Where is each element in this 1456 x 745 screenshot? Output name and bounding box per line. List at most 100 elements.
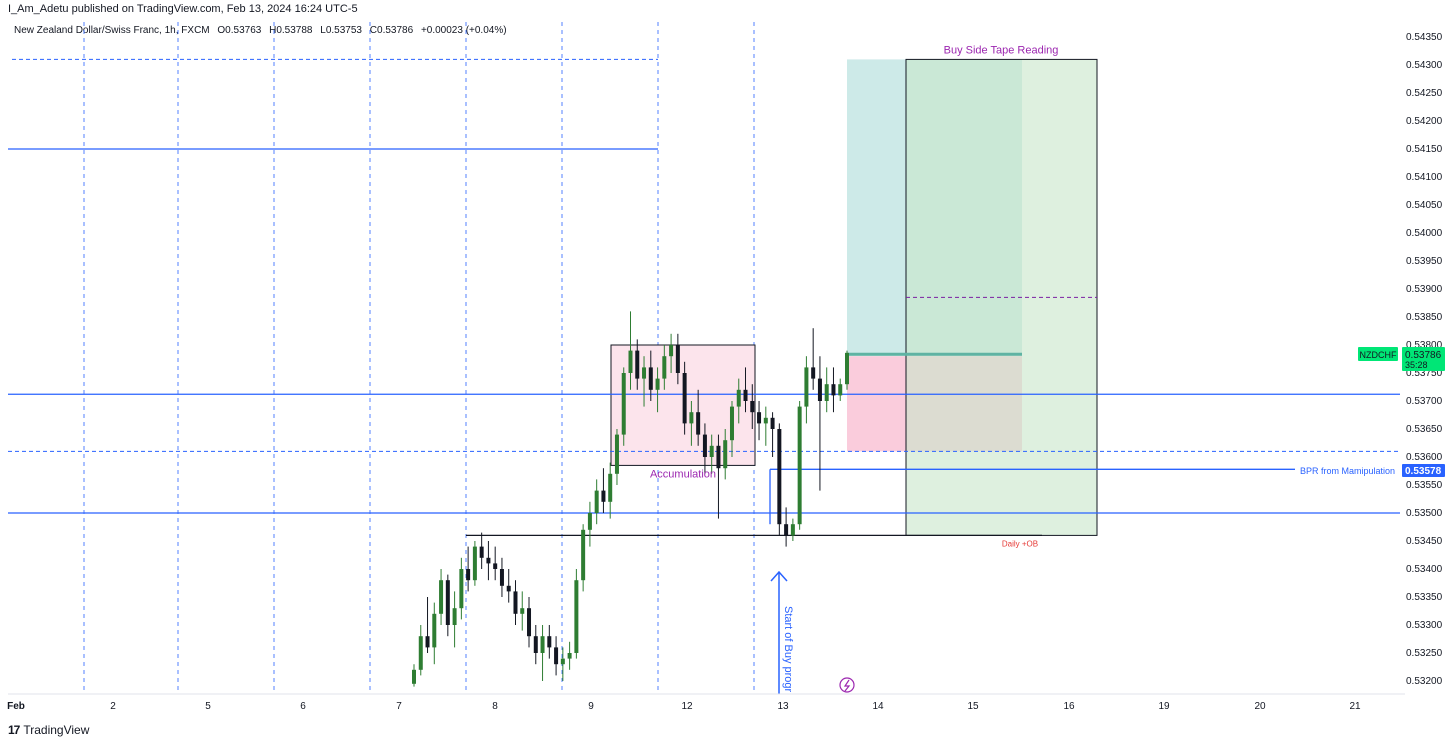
candle-body bbox=[723, 440, 728, 469]
candle-body bbox=[763, 417, 768, 424]
candle-body bbox=[757, 412, 762, 424]
price-tick-label: 0.54100 bbox=[1406, 172, 1443, 183]
symbol-info: New Zealand Dollar/Swiss Franc, 1h, FXCM… bbox=[14, 25, 512, 36]
price-tick-label: 0.53650 bbox=[1406, 424, 1443, 435]
candle-body bbox=[439, 580, 444, 614]
candle-body bbox=[432, 613, 437, 648]
price-tick-label: 0.54150 bbox=[1406, 144, 1443, 155]
box-title-label: Buy Side Tape Reading bbox=[944, 44, 1059, 56]
ohlc-change: +0.00023 (+0.04%) bbox=[420, 25, 507, 36]
price-tick-label: 0.53850 bbox=[1406, 312, 1443, 323]
candle-body bbox=[574, 580, 579, 653]
time-tick-label: 8 bbox=[492, 701, 498, 712]
price-tick-label: 0.54350 bbox=[1406, 32, 1443, 43]
candle-body bbox=[662, 356, 667, 379]
candle-body bbox=[614, 434, 619, 474]
candle-body bbox=[594, 490, 599, 513]
time-tick-label: 12 bbox=[681, 701, 693, 712]
candle-body bbox=[790, 524, 795, 536]
last-price-countdown: 35:28 bbox=[1405, 360, 1428, 370]
price-tick-label: 0.53500 bbox=[1406, 508, 1443, 519]
candle-body bbox=[696, 412, 701, 435]
price-tick-label: 0.53900 bbox=[1406, 284, 1443, 295]
candle-body bbox=[601, 490, 606, 502]
daily-ob-label: Daily +OB bbox=[1002, 539, 1038, 548]
time-tick-label: 21 bbox=[1349, 701, 1361, 712]
candle-body bbox=[493, 563, 498, 569]
candle-body bbox=[499, 569, 504, 586]
price-tick-label: 0.53300 bbox=[1406, 620, 1443, 631]
buy-program-arrow-icon bbox=[770, 570, 788, 694]
time-tick-label: 9 bbox=[588, 701, 594, 712]
candle-body bbox=[608, 473, 613, 502]
candle-body bbox=[466, 569, 471, 581]
price-tick-label: 0.53750 bbox=[1406, 368, 1443, 379]
price-tick-label: 0.53600 bbox=[1406, 452, 1443, 463]
ohlc-close: C0.53786 bbox=[369, 25, 414, 36]
time-tick-label: 14 bbox=[872, 701, 884, 712]
time-tick-label: Feb bbox=[7, 701, 25, 712]
candle-body bbox=[817, 378, 822, 401]
price-tick-label: 0.53250 bbox=[1406, 648, 1443, 659]
candle-body bbox=[642, 367, 647, 379]
candle-body bbox=[452, 608, 457, 625]
lightning-icon[interactable] bbox=[839, 677, 855, 693]
price-tick-label: 0.53450 bbox=[1406, 536, 1443, 547]
time-axis[interactable]: Feb 2 5 6 7 8 9 12 13 14 15 16 19 20 21 bbox=[7, 701, 1361, 712]
time-tick-label: 19 bbox=[1158, 701, 1170, 712]
last-price-badge bbox=[1402, 347, 1445, 371]
ohlc-high: H0.53788 bbox=[269, 25, 313, 36]
candle-body bbox=[831, 384, 836, 396]
candle-body bbox=[804, 367, 809, 407]
price-tick-label: 0.54050 bbox=[1406, 200, 1443, 211]
candle-body bbox=[655, 378, 660, 390]
candle-body bbox=[581, 529, 586, 581]
buy-program-label: Start of Buy progr bbox=[782, 606, 794, 693]
candle-body bbox=[527, 608, 532, 637]
last-price-symbol-badge bbox=[1358, 347, 1398, 361]
candle-body bbox=[554, 647, 559, 665]
last-price-symbol: NZDCHF bbox=[1360, 350, 1397, 360]
candle-body bbox=[587, 513, 592, 530]
last-price-value: 0.53786 bbox=[1405, 350, 1442, 361]
price-axis[interactable]: 0.54350 0.54300 0.54250 0.54200 0.54150 0.541… bbox=[1406, 32, 1443, 687]
candle-body bbox=[797, 406, 802, 525]
ohlc-open: O0.53763 bbox=[217, 25, 262, 36]
bpr-price-value: 0.53578 bbox=[1405, 466, 1442, 477]
price-tick-label: 0.54200 bbox=[1406, 116, 1443, 127]
candle-body bbox=[824, 384, 829, 401]
candle-body bbox=[445, 580, 450, 625]
price-tick-label: 0.54250 bbox=[1406, 88, 1443, 99]
price-tick-label: 0.54000 bbox=[1406, 228, 1443, 239]
price-tick-label: 0.53800 bbox=[1406, 340, 1443, 351]
brand-name: TradingView bbox=[23, 723, 90, 737]
time-tick-label: 15 bbox=[967, 701, 979, 712]
candlestick-series bbox=[412, 311, 849, 687]
accumulation-label: Accumulation bbox=[650, 468, 716, 480]
candle-body bbox=[533, 636, 538, 653]
candle-body bbox=[648, 367, 653, 390]
candle-body bbox=[459, 569, 464, 609]
candle-body bbox=[412, 669, 416, 684]
candle-body bbox=[547, 636, 552, 648]
price-tick-label: 0.53550 bbox=[1406, 480, 1443, 491]
candle-body bbox=[567, 653, 572, 659]
price-tick-label: 0.53700 bbox=[1406, 396, 1443, 407]
candle-body bbox=[770, 417, 775, 429]
candle-body bbox=[520, 608, 525, 614]
time-tick-label: 6 bbox=[300, 701, 306, 712]
time-tick-label: 7 bbox=[396, 701, 402, 712]
candle-body bbox=[675, 345, 680, 373]
price-tick-label: 0.53200 bbox=[1406, 676, 1443, 687]
candle-body bbox=[425, 636, 430, 648]
candle-body bbox=[560, 658, 565, 665]
bpr-label: BPR from Mamipulation bbox=[1300, 466, 1395, 476]
candle-body bbox=[729, 406, 734, 441]
horizontal-levels[interactable] bbox=[8, 58, 1400, 537]
candle-body bbox=[689, 412, 694, 424]
candle-body bbox=[811, 367, 816, 379]
candle-body bbox=[472, 546, 477, 581]
candle-body bbox=[784, 524, 789, 536]
time-tick-label: 16 bbox=[1063, 701, 1075, 712]
